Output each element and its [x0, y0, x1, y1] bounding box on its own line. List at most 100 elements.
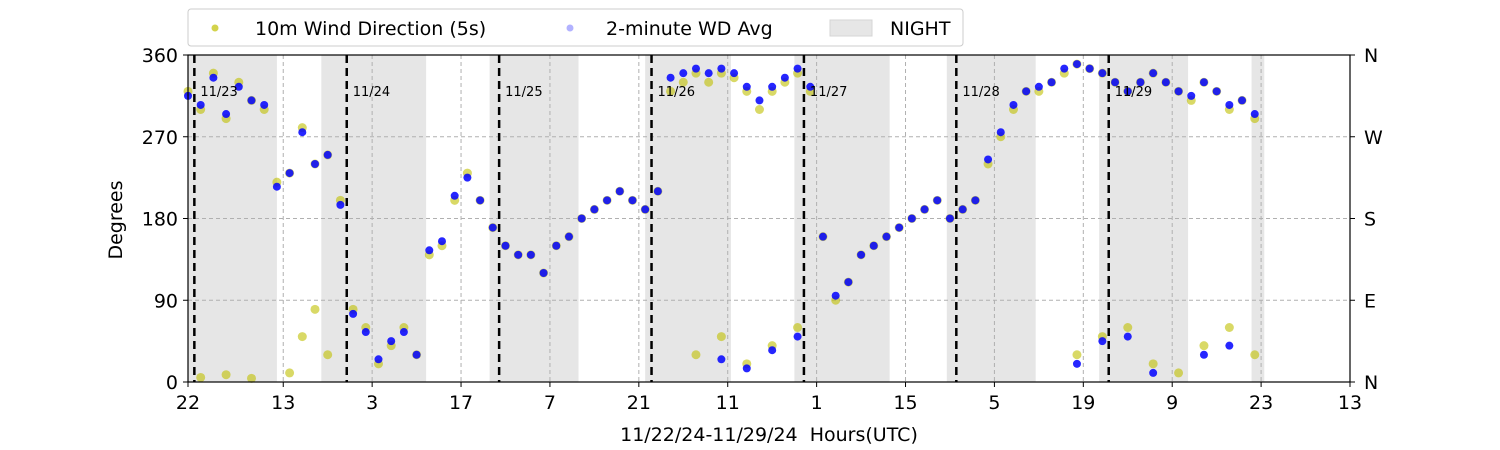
- wd-avg-point: [298, 128, 307, 137]
- wind-direction-point: [1072, 350, 1082, 360]
- x-tick-label: 22: [176, 392, 200, 414]
- wind-direction-point: [754, 105, 764, 114]
- wd-avg-point: [349, 309, 358, 318]
- wd-avg-point: [552, 241, 561, 250]
- legend-marker-wind-direction: [211, 24, 219, 32]
- wd-avg-point: [730, 69, 739, 78]
- wd-avg-point: [323, 150, 332, 159]
- x-axis-label: 11/22/24-11/29/24 Hours(UTC): [620, 424, 918, 446]
- day-markers: 11/23 11/24 11/25 11/26 11/27 11/28 11/29: [193, 55, 1152, 382]
- wd-avg-point: [437, 237, 446, 246]
- wind-direction-point: [1123, 323, 1133, 332]
- day-marker-label: 11/28: [962, 85, 999, 100]
- right-axis-ticks: N E S W N: [1350, 45, 1383, 394]
- day-marker-label: 11/25: [505, 85, 542, 100]
- wd-avg-point: [945, 214, 954, 223]
- x-tick-label: 7: [544, 392, 556, 414]
- x-tick-label: 23: [1249, 392, 1273, 414]
- y-axis-ticks: 0 90 180 270 360: [142, 45, 188, 394]
- wd-avg-point: [1047, 78, 1056, 87]
- wind-direction-point: [793, 323, 803, 332]
- wd-avg-point: [755, 96, 764, 105]
- y-tick-label: 270: [142, 127, 178, 149]
- x-tick-label: 19: [1071, 392, 1095, 414]
- wind-direction-point: [310, 304, 320, 314]
- wd-avg-point: [209, 73, 218, 82]
- y-tick-label: 0: [166, 372, 178, 394]
- wd-avg-point: [336, 200, 345, 209]
- wd-avg-point: [844, 278, 853, 287]
- wind-direction-point: [1199, 341, 1209, 351]
- wd-avg-point: [806, 82, 815, 91]
- wd-avg-point: [768, 346, 777, 355]
- legend-box: [187, 8, 964, 47]
- wd-avg-point: [780, 73, 789, 82]
- y-tick-label: 90: [154, 290, 178, 312]
- x-tick-label: 13: [1338, 392, 1362, 414]
- x-tick-label: 15: [893, 392, 917, 414]
- wd-avg-point: [818, 232, 827, 241]
- wd-avg-point: [1238, 96, 1247, 105]
- wd-avg-point: [463, 173, 472, 182]
- right-tick-label: E: [1364, 290, 1376, 312]
- wd-avg-point: [272, 182, 281, 191]
- wd-avg-point: [1123, 332, 1132, 341]
- wd-avg-point: [387, 337, 396, 346]
- wd-avg-point: [933, 196, 942, 205]
- wd-avg-point: [247, 96, 256, 105]
- wd-avg-point: [361, 328, 370, 337]
- x-tick-label: 3: [366, 392, 378, 414]
- wd-avg-point: [1187, 91, 1196, 100]
- wind-direction-point: [323, 350, 333, 360]
- wd-avg-point: [679, 69, 688, 78]
- legend-label-wd-avg: 2-minute WD Avg: [606, 18, 773, 40]
- wind-direction-point: [1224, 323, 1234, 332]
- wind-direction-point: [666, 86, 676, 96]
- wd-avg-point: [717, 64, 726, 73]
- x-tick-label: 13: [271, 392, 295, 414]
- wd-avg-point: [768, 82, 777, 91]
- wd-avg-point: [374, 355, 383, 364]
- wd-avg-point: [564, 232, 573, 241]
- wd-avg-point: [488, 223, 497, 232]
- wd-avg-point: [1149, 69, 1158, 78]
- wd-avg-point: [793, 64, 802, 73]
- day-marker-label: 11/23: [200, 85, 237, 100]
- wd-avg-point: [1123, 87, 1132, 96]
- wd-avg-point: [691, 64, 700, 73]
- wd-avg-point: [1174, 87, 1183, 96]
- y-axis-label: Degrees: [105, 180, 127, 259]
- wind-direction-point: [678, 77, 688, 87]
- legend-label-wind-direction: 10m Wind Direction (5s): [255, 18, 486, 40]
- wd-avg-point: [196, 100, 205, 109]
- wd-avg-point: [1072, 60, 1081, 69]
- wind-direction-point: [1148, 359, 1158, 369]
- wind-direction-point: [1174, 368, 1184, 378]
- wd-avg-point: [222, 110, 231, 119]
- legend-label-night: NIGHT: [890, 18, 951, 40]
- wd-avg-point: [742, 82, 751, 91]
- y-tick-label: 180: [142, 209, 178, 231]
- wd-avg-point: [907, 214, 916, 223]
- wd-avg-point: [984, 155, 993, 164]
- wd-avg-point: [641, 205, 650, 214]
- wd-avg-point: [1085, 64, 1094, 73]
- wd-avg-point: [1212, 87, 1221, 96]
- day-marker-label: 11/26: [658, 85, 695, 100]
- wd-avg-point: [869, 241, 878, 250]
- legend-marker-wd-avg: [566, 24, 574, 32]
- wd-avg-point: [882, 232, 891, 241]
- x-tick-label: 21: [627, 392, 651, 414]
- x-tick-label: 5: [988, 392, 1000, 414]
- x-axis-ticks: 22 13 3 17 7 21 11 1 15 5 19 9 23 13: [176, 382, 1362, 414]
- y-tick-label: 360: [142, 45, 178, 67]
- legend-marker-night: [829, 19, 873, 37]
- wd-avg-point: [742, 364, 751, 373]
- wd-avg-point: [260, 100, 269, 109]
- wd-avg-point: [958, 205, 967, 214]
- wd-avg-point: [590, 205, 599, 214]
- day-marker-label: 11/24: [353, 85, 390, 100]
- day-marker-label: 11/29: [1115, 85, 1152, 100]
- wd-avg-point: [501, 241, 510, 250]
- wd-avg-point: [476, 196, 485, 205]
